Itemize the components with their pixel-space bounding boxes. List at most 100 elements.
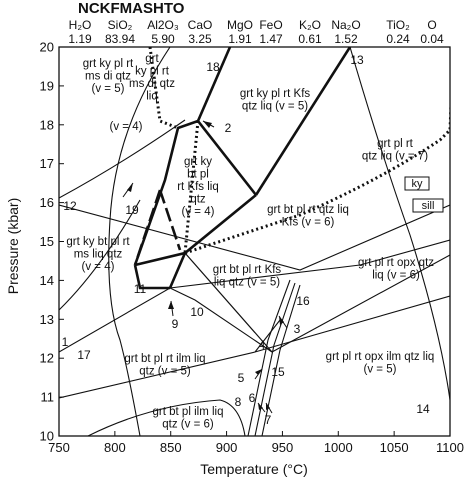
- reaction-number: 11: [134, 282, 147, 296]
- reaction-number: 8: [235, 395, 242, 409]
- thin-reaction-lines: [59, 47, 450, 436]
- field-label: liq (v = 6): [372, 270, 420, 282]
- field-label: ms di qtz: [85, 71, 131, 83]
- oxide-value: 0.61: [298, 32, 322, 46]
- reaction-line-thick: [184, 252, 273, 353]
- reaction-line-thick: [133, 119, 199, 266]
- y-tick-label: 14: [40, 273, 54, 288]
- reaction-line: [108, 47, 171, 436]
- y-tick-label: 16: [40, 195, 54, 210]
- field-label: liq qtz (v = 5): [214, 277, 280, 289]
- oxide-value: 0.04: [420, 32, 444, 46]
- oxide-value: 1.52: [334, 32, 358, 46]
- field-label: grt pl rt: [377, 138, 414, 150]
- boxed-label: sill: [422, 200, 435, 212]
- field-label: grt ky pl rt Kfs: [240, 88, 311, 100]
- reaction-line: [59, 199, 141, 311]
- reaction-number: 6: [249, 391, 256, 405]
- field-label: grt bt pl rt qtz liq: [267, 204, 349, 216]
- system-title: NCKFMASHTO: [78, 0, 185, 17]
- label-box: [412, 198, 444, 213]
- reaction-number: 18: [206, 60, 220, 74]
- x-axis: 750 800 850 900 950 1000 1050 1100: [48, 431, 464, 455]
- reaction-number: 12: [63, 199, 77, 213]
- reaction-line: [169, 287, 273, 353]
- reaction-number: 7: [265, 413, 272, 427]
- dashed-reaction-line: [133, 189, 182, 266]
- oxide-value: 0.24: [386, 32, 410, 46]
- field-label: (v = 4): [182, 206, 215, 218]
- x-tick-label: 800: [104, 440, 126, 455]
- y-tick-label: 19: [40, 78, 54, 93]
- oxide-label: H₂O: [69, 18, 92, 32]
- field-label: grt pl rt opx qtz: [358, 257, 434, 269]
- oxide-label: SiO₂: [108, 18, 133, 32]
- thick-reaction-lines: [133, 47, 352, 353]
- field-label: grt pl rt opx ilm qtz liq: [326, 351, 435, 363]
- reaction-number: 9: [172, 317, 179, 331]
- oxide-value: 3.25: [188, 32, 212, 46]
- field-label: ms liq qtz: [74, 249, 123, 261]
- reaction-number: 16: [296, 294, 310, 308]
- field-label: Kfs (v = 6): [282, 217, 335, 229]
- field-label: grt ky bt pl rt: [66, 236, 130, 248]
- field-label: (v = 4): [82, 261, 115, 273]
- field-label: (v = 5): [92, 83, 125, 95]
- reaction-line: [254, 319, 281, 353]
- oxide-value: 1.19: [68, 32, 92, 46]
- reaction-line-thick: [133, 264, 170, 290]
- field-label: liq: [146, 91, 158, 103]
- field-label: rt Kfs liq: [177, 181, 219, 193]
- x-tick-label: 1000: [324, 440, 353, 455]
- y-tick-label: 18: [40, 117, 54, 132]
- reaction-number: 15: [271, 365, 285, 379]
- field-label: grt ky pl rt: [83, 58, 134, 70]
- reaction-line-thick: [168, 252, 187, 289]
- oxide-label: MgO: [227, 18, 253, 32]
- reaction-line-thick: [196, 120, 258, 196]
- oxide-label: FeO: [259, 18, 282, 32]
- field-label: qtz (v = 6): [162, 419, 214, 431]
- y-tick-label: 20: [40, 40, 54, 55]
- y-tick-label: 10: [40, 429, 54, 444]
- x-tick-label: 850: [160, 440, 182, 455]
- x-axis-title: Temperature (°C): [200, 461, 308, 477]
- x-tick-label: 1050: [380, 440, 409, 455]
- reaction-line: [247, 279, 291, 436]
- field-label: grt bt pl ilm liq: [153, 406, 224, 418]
- oxide-label: O: [427, 18, 436, 32]
- oxide-label: Al2O₃: [147, 18, 179, 32]
- dotted-reaction-line: [148, 47, 450, 255]
- reaction-line: [59, 204, 450, 271]
- reaction-number: 10: [190, 305, 204, 319]
- y-tick-label: 15: [40, 234, 54, 249]
- field-label: grt: [145, 53, 159, 65]
- oxide-label: TiO₂: [386, 18, 410, 32]
- reaction-line: [349, 47, 450, 401]
- field-label: qtz (v = 5): [139, 366, 191, 378]
- reaction-number: 3: [294, 322, 301, 336]
- x-tick-label: 900: [216, 440, 238, 455]
- reaction-line-thick: [196, 47, 232, 122]
- field-label: ky pl rt: [135, 66, 170, 78]
- oxide-value: 83.94: [105, 32, 135, 46]
- reaction-line-thick: [254, 47, 352, 196]
- reaction-number: 19: [125, 203, 139, 217]
- y-tick-label: 17: [40, 156, 54, 171]
- reaction-number: 13: [350, 53, 364, 67]
- reaction-number: 1: [62, 335, 69, 349]
- field-label: (v = 4): [110, 121, 143, 133]
- y-tick-label: 11: [41, 390, 55, 405]
- oxide-value: 5.90: [151, 32, 175, 46]
- field-label: ms di qtz: [129, 78, 175, 90]
- reaction-number: 2: [225, 121, 232, 135]
- field-label: grt ky: [184, 156, 212, 168]
- x-tick-label: 750: [48, 440, 70, 455]
- field-label: qtz: [190, 194, 206, 206]
- reaction-line: [87, 399, 246, 436]
- field-label: qtz liq (v = 7): [362, 151, 428, 163]
- boxed-label: ky: [412, 178, 424, 190]
